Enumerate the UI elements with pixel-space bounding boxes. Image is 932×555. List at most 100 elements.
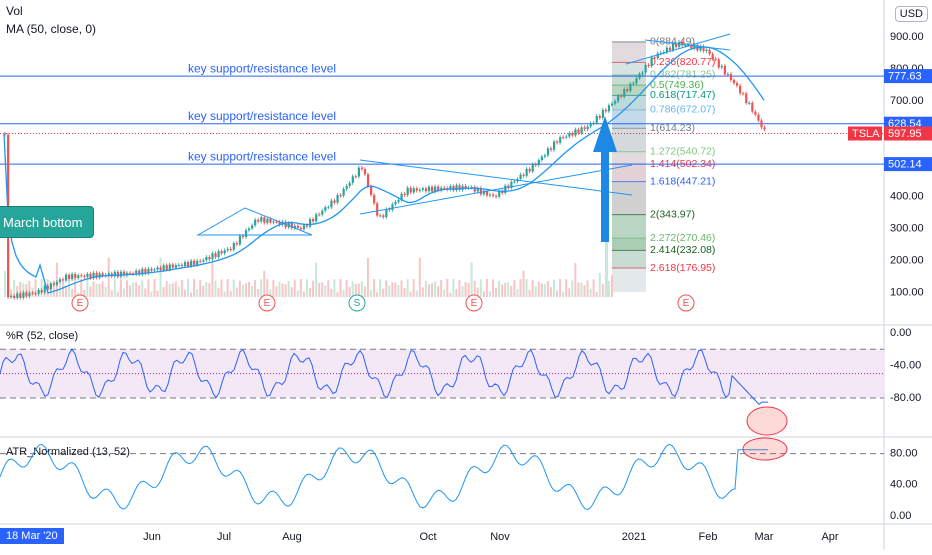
volume-bar [601,284,604,297]
candle [254,219,257,226]
candle [635,78,638,84]
wr-line [0,348,768,405]
candle [171,264,174,268]
candle [583,127,586,130]
candle [736,83,739,86]
volume-bar [321,282,324,297]
candle [452,186,455,191]
candle [37,289,40,294]
fib-level-label: 0.236(820.77) [650,56,715,68]
candle [217,251,220,258]
candle [534,164,537,166]
candle [482,190,486,195]
candle [522,174,525,176]
volume-bar [61,282,64,297]
volume-bar [199,280,202,297]
candle [379,215,382,217]
currency-button[interactable]: USD [894,6,928,22]
volume-bar [19,281,22,297]
volume-bar [214,280,217,297]
candle [351,176,354,183]
volume-bar [116,292,119,297]
candle [501,190,504,194]
volume-bar [168,284,171,297]
volume-bar [409,291,412,297]
volume-bar [431,283,433,297]
volume-bar [287,281,290,297]
volume-bar [278,281,281,297]
candle [232,243,235,250]
volume-bar [373,279,376,297]
volume-bar [488,291,491,297]
wr-title: %R (52, close) [6,330,78,342]
volume-bar [376,292,379,297]
volume-bar [446,279,449,297]
candle [632,83,635,85]
volume-bar [226,279,229,297]
volume-bar [119,279,122,297]
symbol-badge [848,126,882,141]
volume-bar [260,279,263,297]
candle [266,218,269,223]
candle [614,101,617,104]
volume-bar [55,262,58,297]
candle [13,295,16,298]
volume-bar [424,281,427,297]
event-marker-label: E [471,298,478,309]
candle [495,195,498,197]
fib-zone [612,214,646,239]
volume-bar [363,286,366,297]
volume-bar [382,288,385,297]
candle [418,189,421,191]
candle [162,265,165,271]
candle [321,210,324,215]
volume-bar [266,279,269,297]
candle [476,188,479,192]
candle [58,279,62,282]
volume-bar [122,288,125,297]
event-marker [677,294,695,312]
candle [388,209,391,211]
volume-bar [28,280,31,297]
candle [556,141,559,143]
candle [327,207,330,209]
candle [763,127,766,130]
volume-bar [71,288,74,297]
volume-bar [217,287,220,297]
candle [193,260,196,265]
volume-bar [126,280,128,297]
candle [559,137,562,143]
candle [177,264,181,266]
volume-bar [95,283,98,297]
volume-bar [10,289,13,297]
candle [568,133,571,137]
candle [671,43,675,51]
volume-bar [504,282,507,297]
fib-level-label: 2.414(232.08) [650,244,715,256]
fib-zone [612,164,646,182]
volume-bar [452,279,455,297]
event-marker [71,294,89,312]
volume-bar [147,279,150,297]
candle [711,54,714,59]
candle [601,109,604,118]
volume-bar [485,279,488,297]
volume-bar [229,291,232,297]
candle [345,186,348,189]
candle [473,187,476,192]
candle [135,270,138,275]
candle [485,190,489,196]
volume-bar [129,285,132,297]
volume-bar [537,281,540,297]
volume-bar [80,279,83,297]
candle [729,74,733,81]
candle [180,264,184,267]
volume-bar [13,280,16,297]
candle [668,47,672,51]
volume-bar [232,279,235,297]
candle [519,174,522,180]
volume-bar [568,288,571,297]
key-level-label: key support/resistance level [188,109,336,123]
